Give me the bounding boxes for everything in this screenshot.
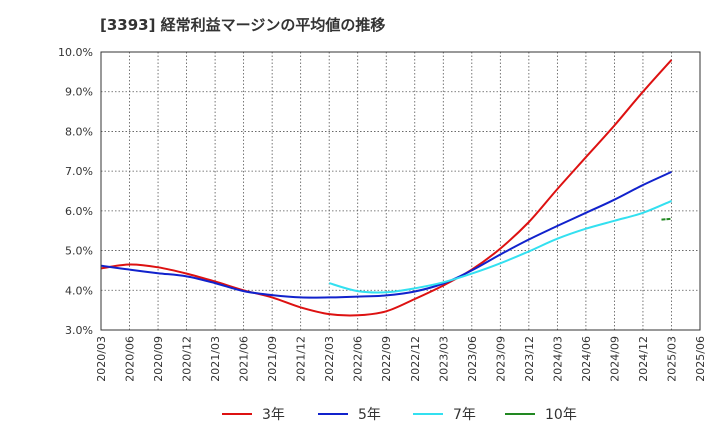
legend-label-0: 3年 [262,407,285,423]
x-tick-label: 2021/09 [266,336,279,382]
x-tick-label: 2025/06 [694,336,707,382]
y-tick-label: 6.0% [65,205,93,218]
x-tick-label: 2024/12 [637,336,650,382]
series-layer [100,59,673,317]
x-tick-label: 2023/12 [523,336,536,382]
y-tick-label: 5.0% [65,245,93,258]
y-tick-label: 3.0% [65,324,93,337]
legend-label-2: 7年 [453,407,476,423]
legend-label-3: 10年 [545,407,577,423]
y-tick-label: 4.0% [65,284,93,297]
legend-label-1: 5年 [358,407,381,423]
chart-title: [3393] 経常利益マージンの平均値の推移 [100,16,386,34]
y-tick-label: 9.0% [65,86,93,99]
x-tick-label: 2022/03 [323,336,336,382]
x-tick-label: 2020/06 [124,336,137,382]
series-line-3 [661,217,672,221]
series-line-0 [100,59,673,317]
x-tick-label: 2022/06 [352,336,365,382]
x-tick-label: 2023/09 [494,336,507,382]
x-tick-label: 2023/03 [437,336,450,382]
y-tick-label: 7.0% [65,165,93,178]
x-tick-label: 2024/03 [551,336,564,382]
y-tick-label: 10.0% [58,46,93,59]
x-tick-label: 2021/06 [238,336,251,382]
x-tick-label: 2020/12 [181,336,194,382]
x-tick-label: 2022/09 [380,336,393,382]
x-tick-label: 2020/03 [95,336,108,382]
x-tick-label: 2025/03 [665,336,678,382]
plot-frame [100,51,701,331]
x-tick-label: 2021/12 [295,336,308,382]
series-line-1 [100,170,672,299]
grid-layer [100,51,701,331]
series-line-2 [328,199,672,294]
x-tick-label: 2021/03 [209,336,222,382]
legend-layer: 3年 5年 7年 10年 [222,407,577,423]
x-tick-label: 2020/09 [152,336,165,382]
x-tick-label: 2024/06 [580,336,593,382]
axis-layer: 3.0% 4.0% 5.0% 6.0% 7.0% 8.0% 9.0% 10.0% 2020/03… [58,46,707,382]
y-tick-label: 8.0% [65,125,93,138]
x-tick-label: 2023/06 [466,336,479,382]
plot-area [101,52,700,330]
x-tick-label: 2022/12 [409,336,422,382]
x-tick-label: 2024/09 [608,336,621,382]
